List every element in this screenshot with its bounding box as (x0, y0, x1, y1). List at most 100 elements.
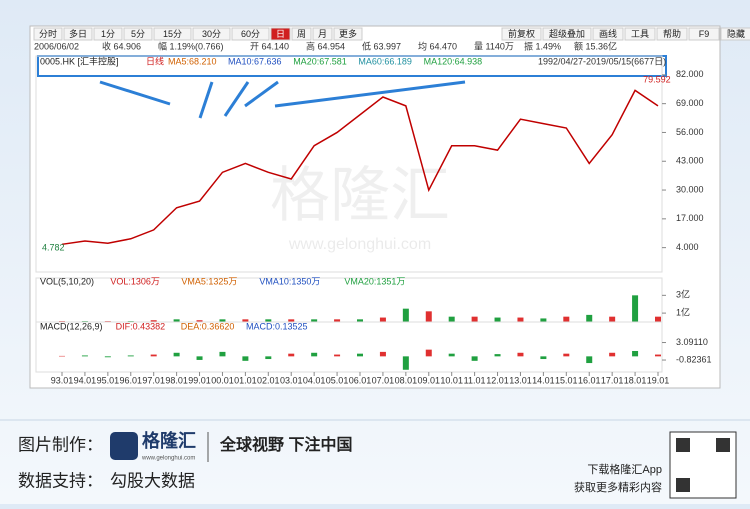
tab-button[interactable] (291, 27, 312, 41)
y-tick-label: -0.82361 (676, 354, 712, 364)
x-tick-label: 97.01 (142, 375, 165, 385)
tool-label[interactable]: F9 (699, 29, 710, 39)
chart-frame (29, 25, 721, 389)
tool-label[interactable]: 前复权 (508, 28, 535, 39)
tab-button[interactable] (63, 27, 93, 41)
bar (586, 356, 593, 364)
bar (81, 355, 88, 357)
tool-button[interactable] (624, 27, 656, 41)
site: www.gelonghui.com (141, 456, 195, 462)
bar (494, 354, 501, 357)
more: 获取更多精彩内容 (574, 480, 662, 494)
panel-header: DIF:0.43382 (116, 321, 166, 331)
bar (632, 295, 639, 322)
app: 下载格隆汇App (587, 462, 662, 476)
tool-button[interactable] (501, 27, 542, 41)
y-tick-label: 43.000 (676, 156, 704, 166)
panel-header: MA20:67.581 (293, 56, 347, 66)
bar (357, 319, 363, 322)
panel-header: 日线 (146, 55, 164, 66)
x-tick-label: 09.01 (418, 375, 441, 385)
x-tick-label: 17.01 (601, 375, 624, 385)
tab-button[interactable] (192, 27, 231, 41)
panel-header: MACD:0.13525 (246, 321, 308, 331)
made-label: 图片制作： (18, 435, 103, 454)
tab-button[interactable] (231, 27, 270, 41)
y-tick-label: 1亿 (676, 306, 690, 317)
tab-label[interactable]: 30分 (202, 29, 221, 39)
y-tick-label: 56.000 (676, 127, 704, 137)
tab-label[interactable]: 周 (297, 29, 306, 39)
panel (35, 321, 663, 373)
tab-label[interactable]: 更多 (339, 28, 357, 39)
bar (173, 352, 180, 357)
tab-label[interactable]: 15分 (163, 29, 182, 39)
bar (563, 316, 570, 322)
x-tick-label: 07.01 (372, 375, 395, 385)
tool-button[interactable] (592, 27, 624, 41)
bar (219, 351, 226, 357)
tab-label[interactable]: 多日 (69, 28, 87, 39)
bar (196, 320, 203, 322)
x-tick-label: 00.01 (211, 375, 234, 385)
x-tick-label: 98.01 (165, 375, 188, 385)
tab-button[interactable] (333, 27, 363, 41)
tool-button[interactable] (688, 27, 720, 41)
low-label: 4.782 (42, 242, 65, 252)
panel (35, 55, 663, 273)
watermark-site: www.gelonghui.com (288, 236, 431, 253)
tool-label[interactable]: 工具 (631, 29, 649, 39)
slogan: 全球视野 下注中国 (219, 435, 352, 454)
panel-header: MA5:68.210 (168, 56, 217, 66)
tab-button[interactable] (93, 27, 123, 41)
panel-header: MA60:66.189 (358, 56, 412, 66)
bar (59, 355, 65, 357)
tab-label[interactable]: 日 (276, 29, 285, 39)
bar (311, 352, 318, 357)
tool-button[interactable] (656, 27, 688, 41)
tool-label[interactable]: 帮助 (663, 28, 681, 39)
bar (288, 319, 295, 322)
info-item: 低 63.997 (362, 40, 401, 51)
tab-button[interactable] (270, 27, 291, 41)
info-item: 收 64.906 (102, 40, 141, 51)
info-item: 开 64.140 (250, 41, 289, 51)
tab-label[interactable]: 月 (318, 29, 327, 39)
tab-label[interactable]: 5分 (131, 29, 145, 39)
tool-button[interactable] (542, 27, 592, 41)
tab-label[interactable]: 60分 (241, 29, 260, 39)
panel-header: VOL:1306万 (110, 276, 160, 286)
y-tick-label: 82.000 (676, 69, 704, 79)
tab-button[interactable] (153, 27, 192, 41)
bar (586, 314, 593, 322)
x-tick-label: 11.01 (464, 375, 486, 385)
panel-header: VMA20:1351万 (344, 276, 405, 286)
tab-button[interactable] (33, 27, 63, 41)
high-label: 79.592 (643, 75, 671, 85)
bar (471, 316, 478, 322)
info-item: 振 1.49% (524, 40, 561, 51)
x-tick-label: 12.01 (486, 375, 509, 385)
bar (219, 319, 226, 322)
y-tick-label: 4.000 (676, 242, 699, 252)
tool-label[interactable]: 画线 (599, 28, 617, 39)
bar (471, 356, 478, 361)
tab-label[interactable]: 1分 (101, 29, 115, 39)
y-tick-label: 3.09110 (676, 337, 708, 347)
tool-button[interactable] (720, 27, 750, 41)
x-tick-label: 05.01 (326, 375, 349, 385)
tab-button[interactable] (312, 27, 333, 41)
tool-label[interactable]: 超级叠加 (549, 28, 585, 39)
panel-header: DEA:0.36620 (181, 321, 235, 331)
logo (110, 432, 138, 460)
bar (196, 356, 203, 360)
tab-button[interactable] (123, 27, 153, 41)
bar (517, 352, 524, 357)
tab-label[interactable]: 分时 (39, 28, 57, 39)
bar (402, 308, 409, 322)
x-tick-label: 18.01 (624, 375, 647, 385)
tool-label[interactable]: 隐藏 (727, 28, 745, 39)
bar (150, 320, 157, 322)
